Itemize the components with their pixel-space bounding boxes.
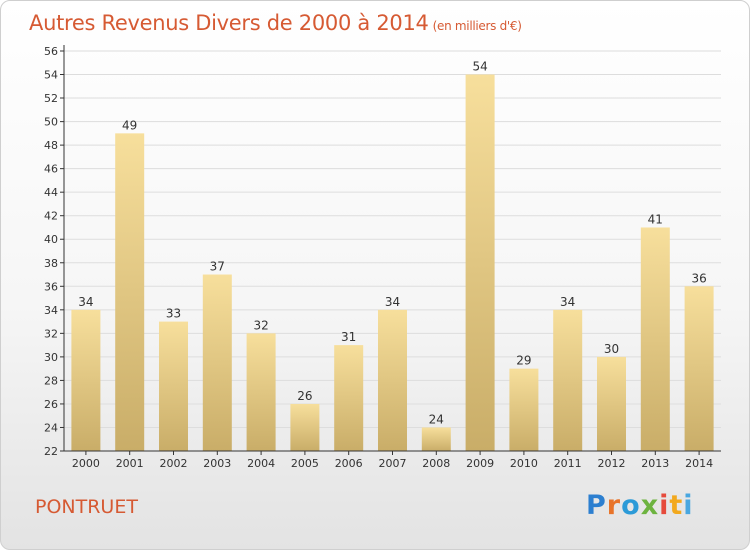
y-tick-label: 48 (44, 139, 58, 152)
data-label: 36 (691, 271, 706, 285)
data-label: 34 (560, 295, 575, 309)
y-tick-label: 32 (44, 327, 58, 340)
y-tick-label: 52 (44, 92, 58, 105)
chart-title: Autres Revenus Divers de 2000 à 2014 (en … (29, 11, 522, 35)
y-tick-label: 30 (44, 351, 58, 364)
bar (421, 427, 451, 451)
data-label: 33 (166, 307, 181, 321)
data-label: 29 (516, 354, 531, 368)
data-label: 30 (604, 342, 619, 356)
y-tick-label: 28 (44, 374, 58, 387)
bar (246, 333, 276, 451)
y-tick-label: 40 (44, 233, 58, 246)
x-tick-label: 2005 (291, 457, 319, 470)
bar (597, 356, 626, 451)
bar (640, 227, 670, 451)
bar (159, 321, 188, 451)
bar (115, 133, 145, 451)
x-tick-label: 2009 (466, 457, 494, 470)
y-tick-label: 34 (44, 304, 58, 317)
y-tick-label: 54 (44, 69, 58, 82)
y-tick-label: 56 (44, 45, 58, 58)
bar (334, 345, 364, 451)
x-tick-label: 2013 (641, 457, 669, 470)
x-tick-label: 2003 (203, 457, 231, 470)
y-tick-label: 42 (44, 210, 58, 223)
x-tick-label: 2008 (422, 457, 450, 470)
y-tick-label: 22 (44, 445, 58, 458)
bar (684, 286, 714, 451)
data-label: 54 (472, 60, 487, 74)
x-tick-label: 2000 (72, 457, 100, 470)
chart-title-text: Autres Revenus Divers de 2000 à 2014 (29, 11, 429, 35)
y-tick-label: 24 (44, 421, 58, 434)
data-label: 32 (253, 318, 268, 332)
y-tick-label: 50 (44, 116, 58, 129)
bar (553, 309, 583, 451)
x-tick-label: 2010 (510, 457, 538, 470)
data-label: 24 (429, 412, 444, 426)
chart-subtitle: (en milliers d'€) (432, 19, 522, 33)
bar (378, 309, 407, 451)
y-tick-label: 44 (44, 186, 58, 199)
data-label: 31 (341, 330, 356, 344)
x-tick-label: 2007 (379, 457, 407, 470)
bar (465, 74, 495, 451)
data-label: 34 (78, 295, 93, 309)
x-tick-label: 2001 (116, 457, 144, 470)
data-label: 26 (297, 389, 312, 403)
x-tick-label: 2004 (247, 457, 275, 470)
bar (71, 309, 101, 451)
proxiti-logo: Proxiti (586, 490, 694, 521)
x-tick-label: 2014 (685, 457, 713, 470)
x-tick-label: 2006 (335, 457, 363, 470)
y-tick-label: 26 (44, 398, 58, 411)
data-label: 34 (385, 295, 400, 309)
bar (202, 274, 232, 451)
bar (509, 368, 539, 451)
bar (290, 403, 320, 451)
x-tick-label: 2011 (554, 457, 582, 470)
data-label: 41 (648, 212, 663, 226)
y-tick-label: 38 (44, 257, 58, 270)
y-tick-label: 46 (44, 163, 58, 176)
x-tick-label: 2002 (160, 457, 188, 470)
place-name: PONTRUET (35, 496, 138, 518)
x-tick-label: 2012 (598, 457, 626, 470)
data-label: 49 (122, 118, 137, 132)
data-label: 37 (210, 260, 225, 274)
y-tick-label: 36 (44, 280, 58, 293)
